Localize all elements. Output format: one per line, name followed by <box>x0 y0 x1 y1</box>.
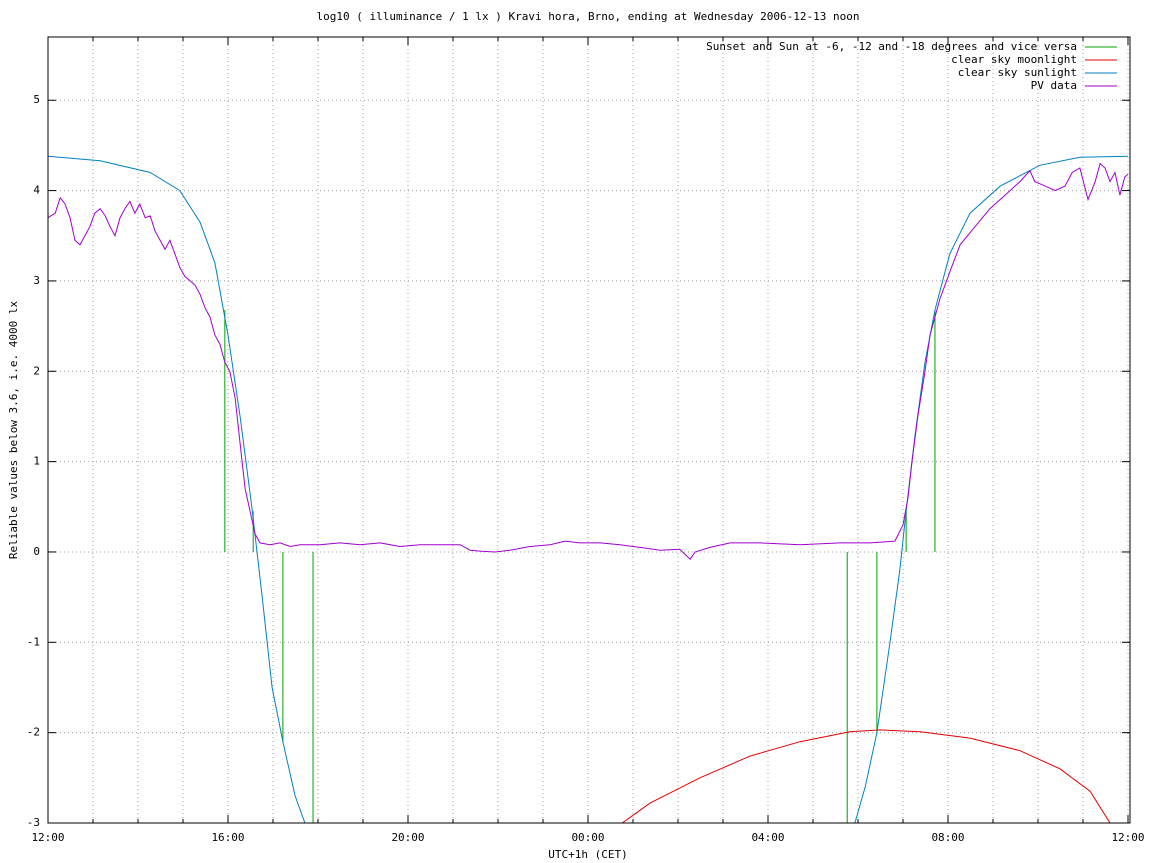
legend: Sunset and Sun at -6, -12 and -18 degree… <box>706 40 1117 92</box>
series-line <box>621 729 1111 823</box>
x-tick-label: 16:00 <box>211 831 244 844</box>
x-axis-label: UTC+1h (CET) <box>548 848 627 861</box>
x-tick-label: 12:00 <box>1111 831 1144 844</box>
legend-label: PV data <box>1031 79 1077 92</box>
y-tick-label: 4 <box>33 184 40 197</box>
x-tick-label: 08:00 <box>931 831 964 844</box>
grid <box>47 37 1130 824</box>
y-tick-label: 1 <box>33 455 40 468</box>
x-tick-label: 20:00 <box>391 831 424 844</box>
series-line <box>48 162 1129 560</box>
chart-title: log10 ( illuminance / 1 lx ) Kravi hora,… <box>316 10 859 23</box>
y-axis-label: Reliable values below 3.6, i.e. 4000 lx <box>7 300 20 559</box>
y-tick-label: -3 <box>27 816 40 829</box>
series-line <box>48 155 1129 823</box>
y-tick-label: 5 <box>33 93 40 106</box>
legend-label: Sunset and Sun at -6, -12 and -18 degree… <box>706 40 1077 53</box>
y-tick-label: 2 <box>33 364 40 377</box>
x-tick-label: 04:00 <box>751 831 784 844</box>
axes: -3 -2 -1 0 1 2 3 4 5 12:00 16:00 20:00 00:00 04:00 08:… <box>27 37 1145 844</box>
plot-area <box>48 155 1129 823</box>
legend-label: clear sky moonlight <box>951 53 1077 66</box>
y-tick-label: 0 <box>33 545 40 558</box>
legend-label: clear sky sunlight <box>958 66 1077 79</box>
y-tick-label: 3 <box>33 274 40 287</box>
plot-border <box>47 36 1131 824</box>
y-tick-label: -1 <box>27 635 40 648</box>
x-tick-label: 12:00 <box>31 831 64 844</box>
y-tick-label: -2 <box>27 726 40 739</box>
x-tick-label: 00:00 <box>571 831 604 844</box>
